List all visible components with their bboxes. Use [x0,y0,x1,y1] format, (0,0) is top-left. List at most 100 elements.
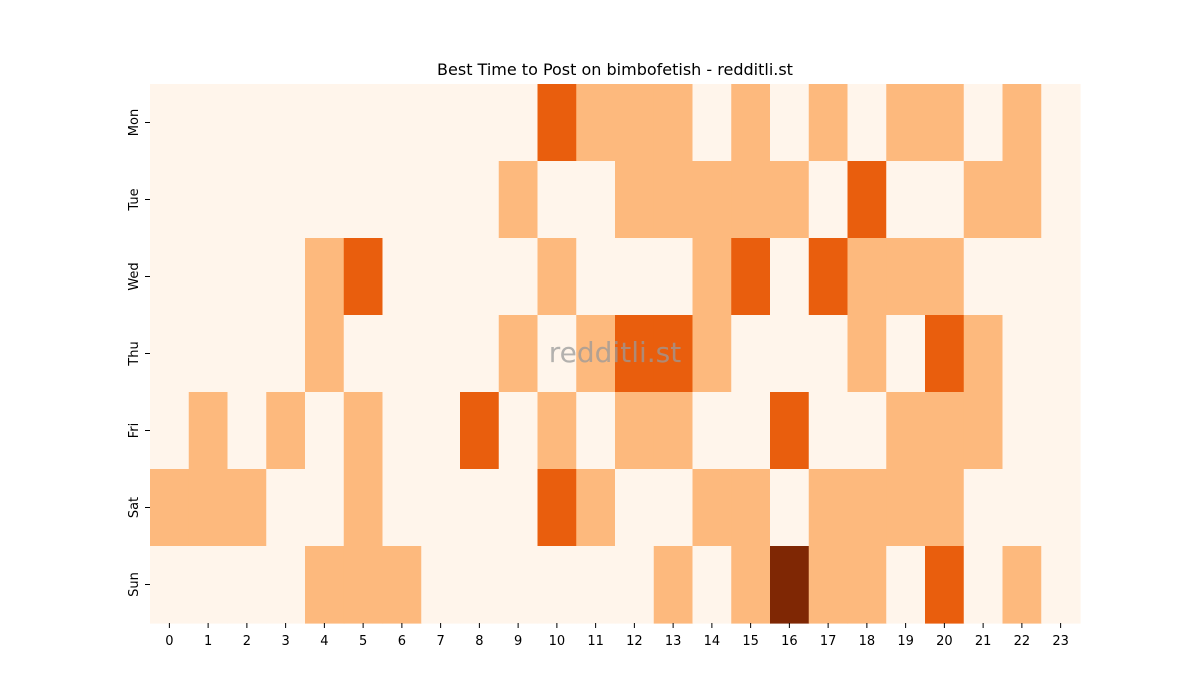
heatmap-cell-sun-14 [692,546,732,624]
heatmap-cell-wed-3 [266,238,306,316]
heatmap-cell-tue-1 [188,161,229,239]
heatmap-cell-wed-12 [615,238,655,316]
heatmap-cell-mon-5 [343,84,384,162]
heatmap-cell-sat-20 [925,469,965,547]
heatmap-cell-wed-9 [498,238,539,316]
heatmap-cell-thu-9 [498,315,539,393]
heatmap-cell-thu-15 [731,315,771,393]
heatmap-cell-thu-12 [615,315,655,393]
heatmap-cell-fri-23 [1041,392,1081,470]
heatmap-cell-wed-15 [731,238,771,316]
heatmap-cell-mon-10 [537,84,577,162]
heatmap-cell-thu-23 [1041,315,1081,393]
heatmap-cell-fri-17 [808,392,849,470]
heatmap-cell-wed-13 [653,238,694,316]
x-tick-label: 9 [514,634,522,649]
x-tick-label: 7 [436,634,444,649]
heatmap-cell-fri-21 [963,392,1004,470]
x-tick-label: 11 [587,634,604,649]
heatmap-cell-fri-19 [886,392,926,470]
heatmap-cell-fri-20 [925,392,965,470]
heatmap-cell-fri-18 [847,392,887,470]
x-tick-label: 21 [975,634,992,649]
heatmap-cell-tue-14 [692,161,732,239]
heatmap-cell-sat-8 [460,469,500,547]
heatmap-cell-tue-17 [808,161,849,239]
heatmap-cell-wed-0 [150,238,190,316]
heatmap-cell-mon-22 [1002,84,1042,162]
heatmap-cell-mon-4 [305,84,345,162]
heatmap-cell-tue-15 [731,161,771,239]
heatmap-cell-wed-23 [1041,238,1081,316]
heatmap-cell-fri-3 [266,392,306,470]
x-tick-label: 20 [936,634,953,649]
heatmap-cell-fri-7 [421,392,461,470]
heatmap-cell-tue-2 [227,161,267,239]
heatmap-cell-sun-12 [615,546,655,624]
heatmap-cell-wed-22 [1002,238,1042,316]
heatmap-cell-fri-11 [576,392,616,470]
heatmap-cell-sat-16 [770,469,810,547]
heatmap-cell-sat-1 [188,469,229,547]
x-tick-label: 8 [475,634,483,649]
heatmap-cell-sat-7 [421,469,461,547]
heatmap-cell-thu-1 [188,315,229,393]
heatmap-cell-thu-4 [305,315,345,393]
heatmap-cell-tue-8 [460,161,500,239]
y-tick-label: Sun [127,572,142,597]
heatmap-cell-mon-13 [653,84,694,162]
heatmap-cell-mon-11 [576,84,616,162]
heatmap-cell-fri-0 [150,392,190,470]
heatmap-cell-tue-9 [498,161,539,239]
y-tick-label: Fri [127,423,142,439]
heatmap-cell-mon-7 [421,84,461,162]
x-tick-label: 15 [742,634,759,649]
x-tick-label: 6 [398,634,406,649]
heatmap-cell-thu-21 [963,315,1004,393]
heatmap-cell-sun-22 [1002,546,1042,624]
heatmap-cell-thu-20 [925,315,965,393]
heatmap-cell-sat-6 [382,469,422,547]
heatmap-cell-mon-0 [150,84,190,162]
heatmap-cell-sun-17 [808,546,849,624]
heatmap-cell-tue-5 [343,161,384,239]
heatmap-cell-tue-22 [1002,161,1042,239]
heatmap-cell-sat-4 [305,469,345,547]
heatmap-cell-wed-5 [343,238,384,316]
heatmap-cell-fri-12 [615,392,655,470]
heatmap-cell-sat-12 [615,469,655,547]
heatmap-cell-fri-2 [227,392,267,470]
heatmap-cell-wed-20 [925,238,965,316]
heatmap-cell-mon-23 [1041,84,1081,162]
heatmap-cell-sat-3 [266,469,306,547]
heatmap-cell-wed-8 [460,238,500,316]
heatmap-cell-sun-4 [305,546,345,624]
heatmap-cell-sat-17 [808,469,849,547]
heatmap-cell-thu-16 [770,315,810,393]
heatmap-cell-thu-7 [421,315,461,393]
x-tick-label: 5 [359,634,367,649]
heatmap-cell-sun-8 [460,546,500,624]
heatmap-cell-fri-16 [770,392,810,470]
heatmap-cell-fri-6 [382,392,422,470]
heatmap-cell-wed-18 [847,238,887,316]
heatmap-cell-mon-14 [692,84,732,162]
heatmap-cell-sat-15 [731,469,771,547]
x-tick-label: 16 [781,634,798,649]
x-tick-label: 13 [665,634,682,649]
heatmap-cell-sat-19 [886,469,926,547]
heatmap-cell-wed-17 [808,238,849,316]
x-tick-label: 4 [320,634,328,649]
heatmap-cells [150,84,1081,624]
heatmap-cell-mon-15 [731,84,771,162]
heatmap-cell-mon-17 [808,84,849,162]
heatmap-cell-sun-0 [150,546,190,624]
heatmap-cell-thu-19 [886,315,926,393]
heatmap-cell-mon-6 [382,84,422,162]
heatmap-cell-tue-3 [266,161,306,239]
x-tick-label: 10 [549,634,566,649]
heatmap-cell-sat-0 [150,469,190,547]
heatmap-cell-wed-10 [537,238,577,316]
heatmap-cell-fri-15 [731,392,771,470]
heatmap-cell-sat-2 [227,469,267,547]
